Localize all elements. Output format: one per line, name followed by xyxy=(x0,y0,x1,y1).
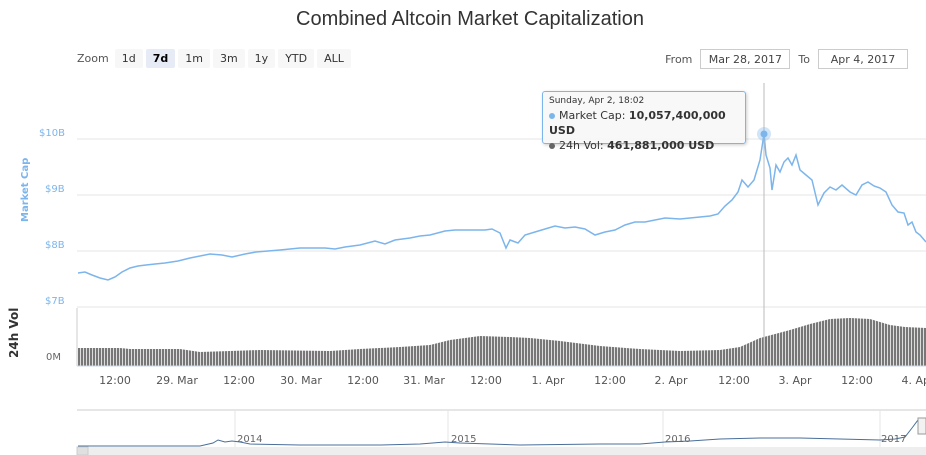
navigator-grid xyxy=(234,410,881,447)
market-cap-axis-title: Market Cap xyxy=(20,157,31,222)
x-tick: 3. Apr xyxy=(778,374,812,387)
x-tick: 12:00 xyxy=(841,374,873,387)
zoom-selector: Zoom 1d 7d 1m 3m 1y YTD ALL xyxy=(77,49,354,68)
x-tick: 12:00 xyxy=(99,374,131,387)
grid-lines xyxy=(77,138,926,308)
y-tick-9b: $9B xyxy=(45,184,65,195)
from-label: From xyxy=(665,52,693,66)
tooltip-market-cap-row: Market Cap: 10,057,400,000 USD xyxy=(549,108,739,138)
volume-dot-icon xyxy=(549,143,555,149)
volume-axis-title: 24h Vol xyxy=(7,307,21,358)
x-tick: 31. Mar xyxy=(403,374,445,387)
market-cap-line xyxy=(77,133,926,281)
zoom-7d-button[interactable]: 7d xyxy=(145,49,176,68)
zoom-all-button[interactable]: ALL xyxy=(317,49,351,68)
hover-marker xyxy=(760,130,768,138)
to-label: To xyxy=(798,52,810,66)
tooltip-volume-value: 461,881,000 USD xyxy=(607,139,715,152)
zoom-label: Zoom xyxy=(77,52,109,65)
x-tick: 29. Mar xyxy=(156,374,198,387)
tooltip-volume-label: 24h Vol: xyxy=(559,139,604,152)
tooltip-volume-row: 24h Vol: 461,881,000 USD xyxy=(549,138,739,153)
volume-bars xyxy=(78,318,926,366)
zoom-1d-button[interactable]: 1d xyxy=(114,49,143,68)
y-tick-8b: $8B xyxy=(45,240,65,251)
y-tick-10b: $10B xyxy=(39,128,65,139)
navigator-year-label: 2017 xyxy=(881,434,907,445)
x-tick: 12:00 xyxy=(594,374,626,387)
x-tick: 12:00 xyxy=(347,374,379,387)
navigator-handle xyxy=(917,417,926,435)
y-tick-7b: $7B xyxy=(45,296,65,307)
x-tick: 12:00 xyxy=(718,374,750,387)
y-tick-0m: 0M xyxy=(46,352,61,363)
navigator-year-label: 2015 xyxy=(451,434,477,445)
navigator-series xyxy=(78,417,926,447)
navigator-scrollbar xyxy=(77,447,926,455)
tooltip-market-cap-label: Market Cap: xyxy=(559,109,626,122)
navigator-year-label: 2016 xyxy=(665,434,691,445)
chart-title: Combined Altcoin Market Capitalization xyxy=(296,8,644,30)
navigator-year-label: 2014 xyxy=(237,434,263,445)
zoom-ytd-button[interactable]: YTD xyxy=(278,49,315,68)
tooltip-market-cap-value: 10,057,400,000 USD xyxy=(549,109,726,137)
x-tick: 1. Apr xyxy=(531,374,565,387)
x-tick: 2. Apr xyxy=(654,374,688,387)
tooltip-date: Sunday, Apr 2, 18:02 xyxy=(549,96,645,106)
from-date-input[interactable] xyxy=(700,49,791,69)
x-tick: 12:00 xyxy=(223,374,255,387)
date-range: From To xyxy=(665,49,908,69)
x-tick: 30. Mar xyxy=(280,374,322,387)
navigator-scroll-left-button xyxy=(76,446,89,455)
x-tick: 4. Apr xyxy=(901,374,926,387)
zoom-1y-button[interactable]: 1y xyxy=(247,49,276,68)
zoom-3m-button[interactable]: 3m xyxy=(212,49,245,68)
x-tick: 12:00 xyxy=(470,374,502,387)
zoom-1m-button[interactable]: 1m xyxy=(178,49,210,68)
to-date-input[interactable] xyxy=(818,49,908,69)
market-cap-dot-icon xyxy=(549,113,555,119)
tooltip: Sunday, Apr 2, 18:02 Market Cap: 10,057,… xyxy=(542,91,746,152)
